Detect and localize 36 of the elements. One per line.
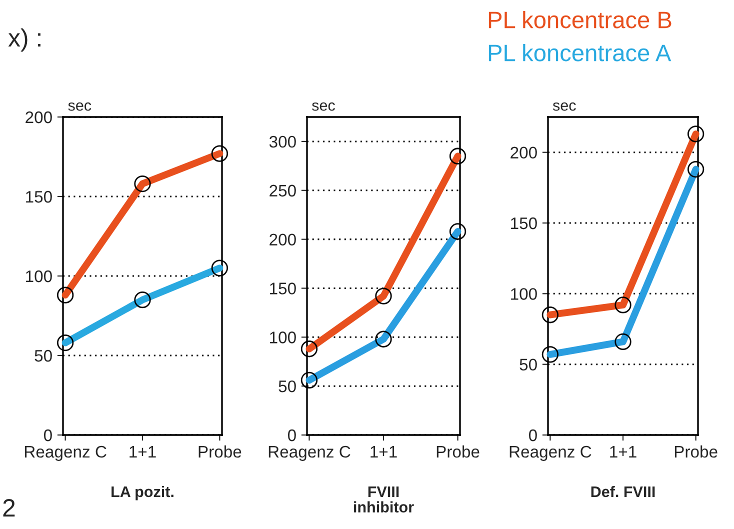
y-axis-title: sec [68,102,92,111]
y-tick-label: 50 [520,358,537,371]
y-axis-title: sec [552,102,576,111]
y-tick-label: 100 [26,270,52,282]
x-tick-label: Probe [436,445,480,458]
text: PL koncentrace A [488,44,672,62]
text: PL koncentrace B [488,10,672,28]
y-tick-label: 200 [510,146,537,159]
x-tick-label: 1+1 [610,446,636,458]
x-axis-title: Def. FVIII [591,486,655,498]
y-tick-label: 200 [270,234,296,246]
y-tick-label: 0 [288,429,296,442]
x-tick-label: 1+1 [130,446,156,458]
y-tick-label: 200 [26,111,52,124]
x-tick-label: Probe [198,445,242,458]
y-tick-label: 150 [511,217,537,230]
y-tick-label: 0 [528,429,537,442]
y-tick-label: 0 [44,429,52,442]
y-tick-label: 150 [270,282,296,294]
y-tick-label: 100 [270,332,296,344]
x-tick-label: Reagenz C [510,446,592,461]
x-tick-label: 1+1 [370,446,397,458]
text: 2 [3,499,15,516]
text: x) : [8,28,40,52]
y-axis-title: sec [312,102,335,111]
x-tick-label: Reagenz C [268,446,350,461]
y-tick-label: 300 [269,136,296,148]
y-tick-label: 50 [278,380,296,392]
y-tick-label: 100 [511,288,537,300]
x-tick-label: Probe [674,445,718,458]
x-axis-title: FVIII inhibitor [354,486,414,513]
x-tick-label: Reagenz C [24,446,106,461]
y-tick-label: 50 [34,350,52,362]
x-axis-title: LA pozit. [112,486,174,500]
y-tick-label: 250 [270,184,296,197]
y-tick-label: 150 [26,190,52,203]
